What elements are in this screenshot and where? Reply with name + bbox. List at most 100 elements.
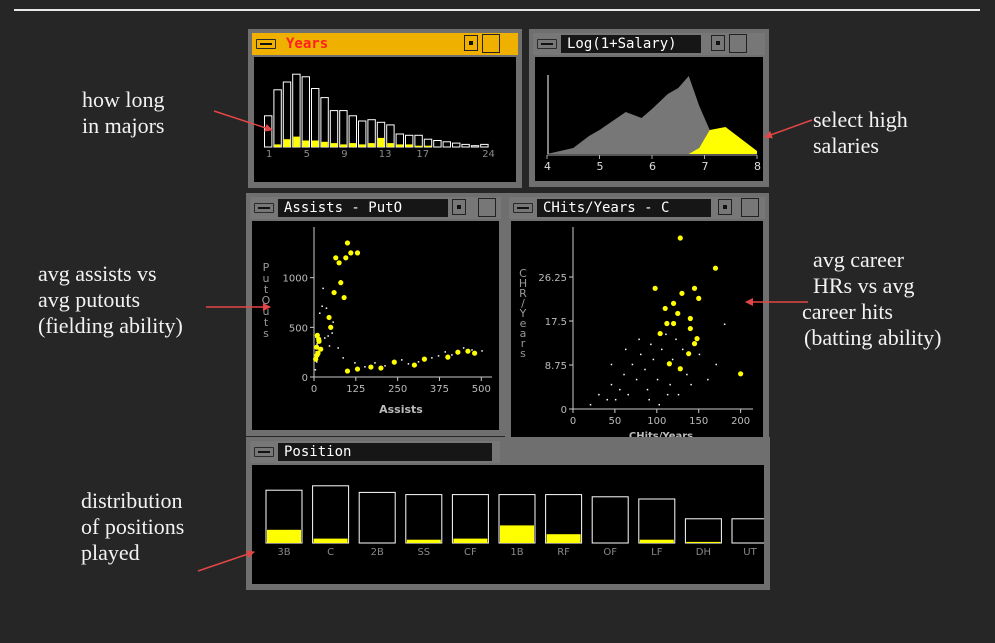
y-axis-label-char: a bbox=[520, 327, 527, 340]
scatter-point bbox=[681, 348, 684, 351]
position-window[interactable]: Position 3B C 2B SS CF 1B RF OF LF DH UT bbox=[246, 437, 770, 590]
scatter-point bbox=[407, 363, 410, 365]
maximize-icon[interactable] bbox=[729, 34, 747, 53]
menu-icon[interactable] bbox=[464, 35, 478, 51]
annotation-line: select high bbox=[813, 107, 908, 132]
scatter-point bbox=[337, 347, 339, 349]
years-tick-label: 17 bbox=[416, 149, 429, 160]
scatter-selected-point bbox=[354, 250, 361, 256]
title-bar[interactable]: CHits/Years - C bbox=[509, 197, 765, 219]
position-bar bbox=[312, 485, 350, 544]
scatter-selected-point bbox=[662, 305, 668, 312]
position-histogram[interactable]: 3B C 2B SS CF 1B RF OF LF DH UT bbox=[252, 465, 764, 584]
x-axis-label: Assists bbox=[379, 403, 423, 416]
years-window[interactable]: Years 1 5 9 13 17 24 bbox=[248, 29, 522, 188]
y-axis-label-char: C bbox=[519, 267, 527, 280]
scatter-selected-point bbox=[354, 366, 361, 372]
position-selected-bar bbox=[639, 539, 674, 543]
scatter-selected-point bbox=[316, 336, 322, 342]
x-tick-label: 375 bbox=[430, 384, 449, 395]
menu-icon[interactable] bbox=[452, 199, 466, 215]
scatter-point bbox=[431, 357, 433, 359]
years-selected-bar bbox=[340, 144, 347, 147]
years-bar bbox=[320, 97, 329, 148]
years-histogram[interactable]: 1 5 9 13 17 24 bbox=[254, 57, 516, 182]
scatter-point bbox=[471, 349, 473, 351]
y-axis-label-char: s bbox=[263, 327, 269, 340]
scatter-point bbox=[319, 312, 321, 314]
scatter-point bbox=[610, 383, 613, 386]
title-bar[interactable]: Log(1+Salary) bbox=[533, 33, 765, 55]
title-bar[interactable]: Assists - PutO bbox=[250, 197, 501, 219]
scatter-point bbox=[327, 335, 329, 337]
position-plot-area[interactable]: 3B C 2B SS CF 1B RF OF LF DH UT bbox=[252, 465, 764, 584]
scatter-selected-point bbox=[326, 314, 332, 321]
assists-window[interactable]: Assists - PutO 0 500 1000 0 125 250 375 500 Assi… bbox=[246, 193, 505, 436]
scatter-point bbox=[374, 362, 376, 364]
minimize-icon[interactable] bbox=[254, 447, 274, 457]
annotation-salary: select high salaries bbox=[813, 107, 908, 159]
years-bar bbox=[452, 142, 461, 148]
years-bar bbox=[442, 141, 452, 148]
years-selected-bar bbox=[406, 144, 413, 147]
annotation-line: distribution bbox=[81, 488, 183, 513]
scatter-point bbox=[677, 393, 680, 396]
scatter-point bbox=[690, 383, 692, 386]
y-tick-label: 0 bbox=[302, 373, 308, 384]
scatter-point bbox=[627, 393, 629, 396]
scatter-point bbox=[624, 348, 627, 351]
chits-window[interactable]: CHits/Years - C 0 8.75 17.5 26.25 0 50 100 150 2… bbox=[505, 193, 769, 467]
x-tick-label: 250 bbox=[388, 384, 407, 395]
y-axis-label-char: e bbox=[520, 317, 527, 330]
years-bar bbox=[480, 143, 489, 148]
title-bar[interactable]: Years bbox=[252, 33, 518, 55]
salary-tick-label: 8 bbox=[754, 160, 761, 173]
salary-density[interactable]: 4 5 6 7 8 bbox=[535, 57, 763, 181]
years-selected-bar bbox=[274, 144, 281, 147]
annotation-line: avg putouts bbox=[38, 287, 141, 312]
scatter-point bbox=[342, 357, 344, 359]
maximize-icon[interactable] bbox=[482, 34, 500, 53]
salary-plot-area[interactable]: 4 5 6 7 8 bbox=[535, 57, 763, 181]
minimize-icon[interactable] bbox=[256, 39, 276, 49]
years-plot-area[interactable]: 1 5 9 13 17 24 bbox=[254, 57, 516, 182]
annotation-line: how long bbox=[82, 87, 165, 112]
maximize-icon[interactable] bbox=[741, 198, 759, 217]
window-title: Years bbox=[280, 35, 440, 53]
maximize-icon[interactable] bbox=[478, 198, 496, 217]
scatter-selected-point bbox=[421, 356, 428, 362]
y-axis-label-char: u bbox=[263, 272, 270, 285]
scatter-selected-point bbox=[368, 364, 374, 370]
y-tick-label: 26.25 bbox=[538, 273, 567, 284]
window-title: CHits/Years - C bbox=[537, 199, 711, 217]
minimize-icon[interactable] bbox=[513, 203, 533, 213]
position-category-label: SS bbox=[417, 547, 430, 558]
salary-selected-area bbox=[547, 127, 757, 154]
scatter-point bbox=[669, 383, 671, 386]
scatter-point bbox=[623, 373, 625, 376]
minimize-icon[interactable] bbox=[537, 39, 557, 49]
scatter-point bbox=[437, 355, 440, 357]
scatter-selected-point bbox=[687, 325, 693, 332]
menu-icon[interactable] bbox=[711, 35, 725, 51]
scatter-point bbox=[401, 359, 403, 361]
menu-icon[interactable] bbox=[718, 199, 732, 215]
scatter-selected-point bbox=[341, 294, 347, 301]
scatter-selected-point bbox=[343, 255, 349, 261]
scatter-point bbox=[364, 366, 366, 368]
chits-plot-area[interactable]: 0 8.75 17.5 26.25 0 50 100 150 200 CHits/Years CHR… bbox=[511, 221, 763, 461]
chits-scatter[interactable]: 0 8.75 17.5 26.25 0 50 100 150 200 CHits/Years CHR… bbox=[511, 221, 763, 461]
window-title: Position bbox=[278, 443, 492, 461]
salary-window[interactable]: Log(1+Salary) 4 5 6 7 8 bbox=[529, 29, 769, 187]
scatter-point bbox=[675, 338, 677, 341]
y-tick-label: 8.75 bbox=[545, 361, 567, 372]
minimize-icon[interactable] bbox=[254, 203, 274, 213]
scatter-selected-point bbox=[313, 356, 319, 362]
annotation-line: avg assists vs bbox=[38, 261, 157, 286]
years-tick-label: 1 bbox=[266, 149, 272, 160]
title-bar[interactable]: Position bbox=[250, 441, 500, 463]
position-category-label: 2B bbox=[371, 547, 384, 558]
years-selected-bar bbox=[321, 141, 328, 147]
